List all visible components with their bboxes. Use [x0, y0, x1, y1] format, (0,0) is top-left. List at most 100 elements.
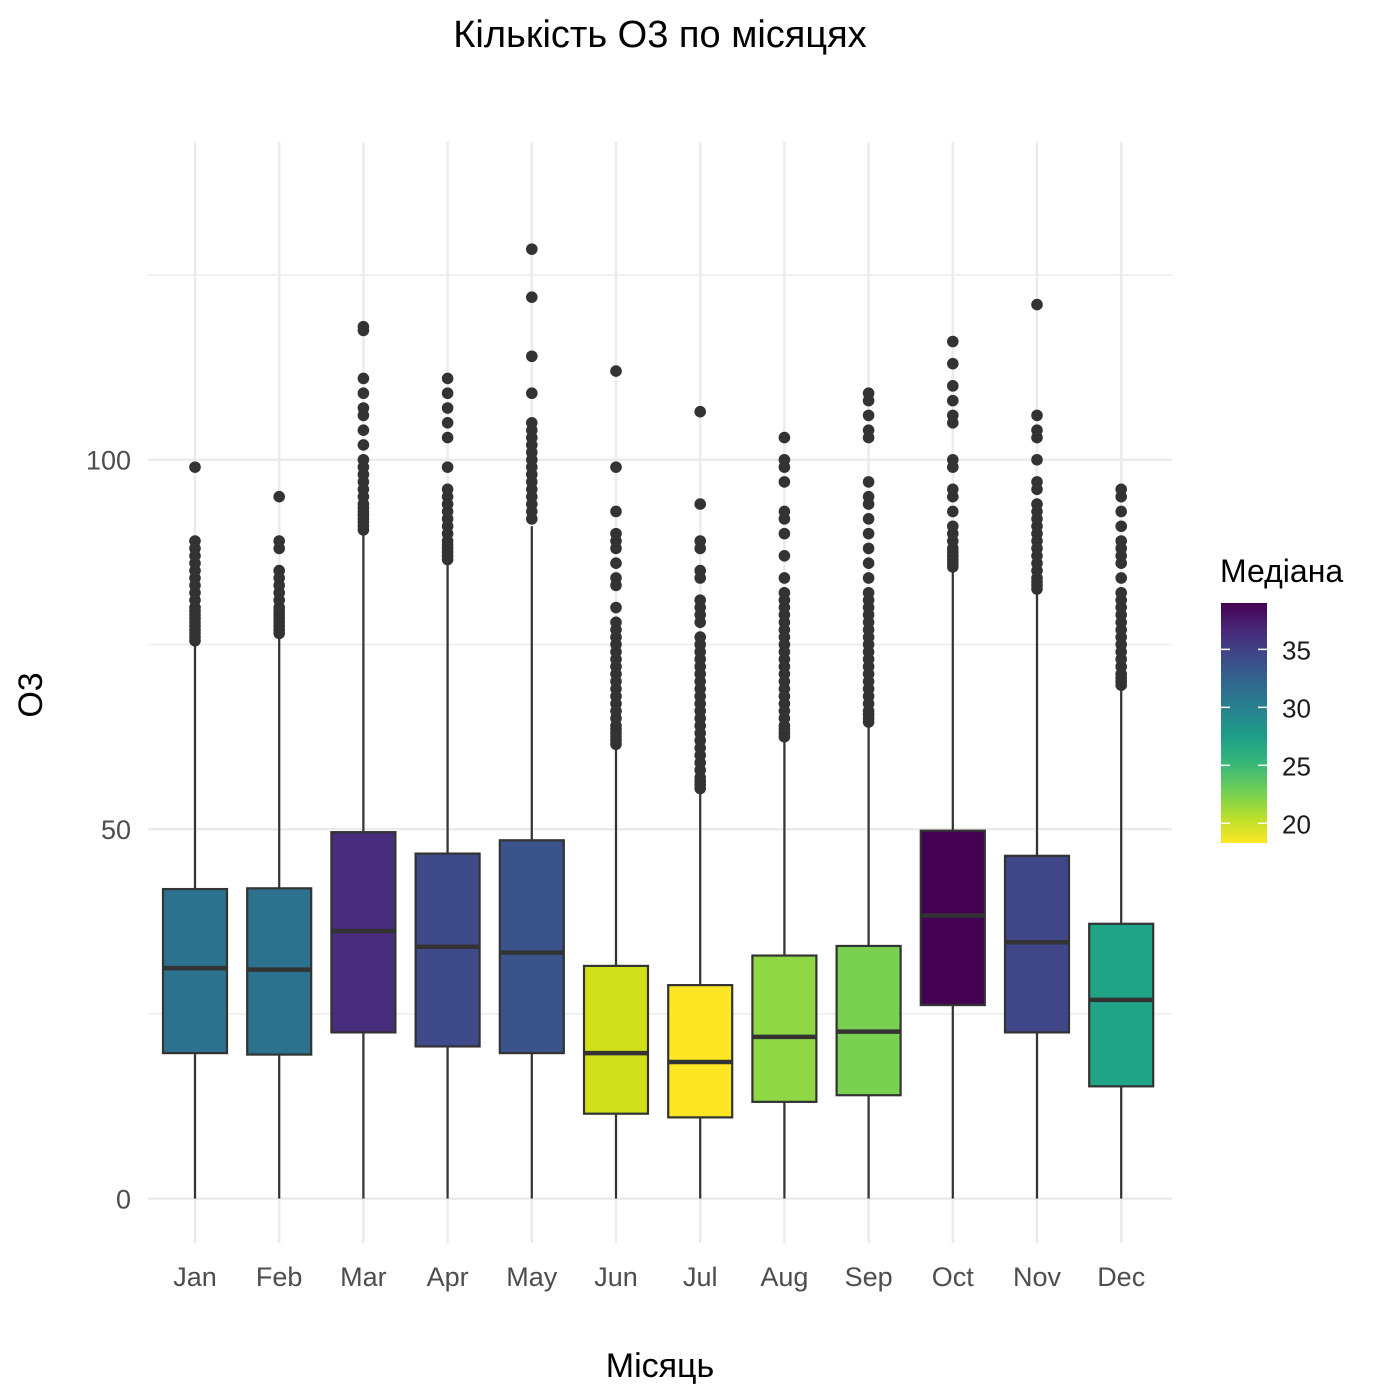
legend-tick-label: 20	[1282, 809, 1311, 839]
x-tick-label: Sep	[845, 1262, 893, 1292]
outlier-point	[862, 542, 875, 555]
x-axis-title: Місяць	[606, 1347, 714, 1385]
x-tick-label: Dec	[1097, 1262, 1145, 1292]
outlier-point	[610, 527, 622, 540]
outlier-point	[1115, 572, 1127, 584]
box-may	[498, 243, 565, 1199]
outlier-point	[357, 453, 370, 466]
box-feb	[246, 490, 313, 1199]
box-oct	[919, 335, 986, 1199]
outlier-point	[441, 431, 454, 444]
outlier-point	[947, 520, 959, 533]
box-nov	[1003, 298, 1071, 1199]
outlier-point	[441, 461, 454, 473]
outlier-point	[947, 394, 959, 407]
outlier-point	[778, 527, 791, 540]
outlier-point	[1031, 498, 1043, 510]
color-legend: Медіана 20 25 30 35	[1220, 553, 1343, 843]
box-jun	[582, 365, 650, 1199]
outlier-point	[441, 402, 454, 414]
x-tick-label: May	[506, 1262, 558, 1292]
x-tick-label: Jan	[173, 1262, 217, 1292]
outlier-point	[862, 527, 875, 540]
outlier-point	[778, 572, 791, 584]
box-jul	[667, 405, 734, 1199]
outlier-point	[273, 564, 286, 577]
outlier-point	[1115, 520, 1127, 533]
outlier-point	[441, 416, 454, 429]
x-tick-label: Jun	[594, 1262, 638, 1292]
legend-tick-label: 25	[1282, 751, 1311, 781]
outlier-point	[862, 490, 875, 503]
legend-ticks: 20 25 30 35	[1221, 635, 1311, 839]
outlier-point	[189, 461, 201, 473]
outlier-point	[526, 416, 538, 429]
outlier-point	[526, 291, 538, 303]
outlier-point	[526, 387, 538, 400]
outlier-point	[357, 372, 370, 385]
outlier-point	[862, 586, 875, 599]
legend-title: Медіана	[1220, 553, 1343, 589]
outlier-point	[441, 372, 454, 385]
y-tick-label: 50	[101, 815, 131, 845]
outlier-point	[273, 535, 286, 547]
y-axis-title: O3	[12, 672, 50, 717]
outlier-point	[610, 557, 622, 569]
legend-tick-label: 30	[1282, 693, 1311, 723]
outlier-point	[694, 498, 706, 510]
box-body	[161, 887, 229, 1055]
box-body	[751, 954, 818, 1103]
outlier-point	[441, 483, 454, 496]
outlier-point	[862, 513, 875, 525]
box-body	[582, 964, 650, 1115]
x-tick-label: Nov	[1013, 1262, 1062, 1292]
outlier-point	[1115, 483, 1127, 496]
outlier-point	[273, 490, 286, 503]
outlier-point	[1031, 409, 1043, 422]
x-tick-label: Aug	[760, 1262, 808, 1292]
outlier-point	[947, 409, 959, 422]
x-tick-label: Feb	[256, 1262, 303, 1292]
y-tick-label: 100	[86, 446, 131, 476]
outlier-point	[947, 335, 959, 348]
outlier-point	[862, 424, 875, 436]
outlier-point	[357, 402, 370, 414]
outlier-point	[778, 549, 791, 562]
box-aug	[751, 431, 818, 1199]
outlier-point	[947, 453, 959, 466]
outlier-point	[1031, 476, 1043, 488]
outlier-point	[694, 405, 706, 418]
outlier-point	[610, 572, 622, 584]
outlier-point	[694, 594, 706, 606]
grid-lines	[148, 142, 1172, 1243]
outlier-point	[1115, 535, 1127, 547]
outlier-point	[441, 387, 454, 400]
outlier-point	[357, 439, 370, 451]
outlier-point	[526, 243, 538, 255]
boxes	[161, 243, 1155, 1199]
outlier-point	[1115, 586, 1127, 599]
box-mar	[330, 320, 397, 1199]
x-tick-label: Apr	[427, 1262, 469, 1292]
outlier-point	[526, 350, 538, 363]
outlier-point	[862, 572, 875, 584]
y-tick-label: 0	[116, 1185, 131, 1215]
outlier-point	[778, 453, 791, 466]
outlier-point	[1031, 424, 1043, 436]
legend-colorbar	[1221, 603, 1267, 843]
outlier-point	[778, 476, 791, 488]
x-tick-label: Jul	[683, 1262, 718, 1292]
outlier-point	[357, 320, 370, 333]
outlier-point	[610, 365, 622, 377]
outlier-point	[947, 505, 959, 518]
x-tick-label: Oct	[932, 1262, 975, 1292]
outlier-point	[947, 380, 959, 392]
outlier-point	[862, 409, 875, 422]
outlier-point	[357, 424, 370, 436]
outlier-point	[862, 387, 875, 400]
outlier-point	[1031, 298, 1043, 311]
outlier-point	[1031, 453, 1043, 466]
box-body	[498, 839, 565, 1055]
y-axis-ticks: 0 50 100	[86, 446, 131, 1215]
